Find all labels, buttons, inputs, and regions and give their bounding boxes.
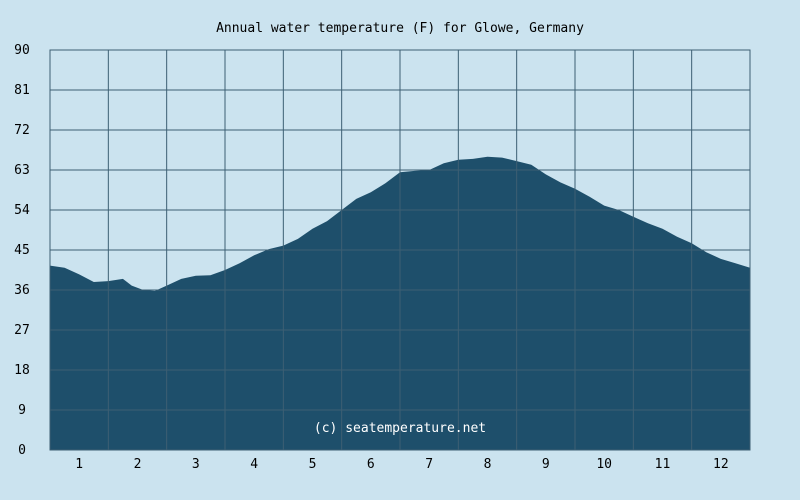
x-tick-label: 12 [713,457,729,472]
y-tick-label: 90 [14,43,30,58]
x-tick-label: 10 [596,457,612,472]
y-tick-label: 0 [18,443,26,458]
x-tick-label: 5 [309,457,317,472]
credit-text: (c) seatemperature.net [314,421,486,436]
x-tick-label: 1 [75,457,83,472]
chart-title: Annual water temperature (F) for Glowe, … [216,21,584,36]
x-tick-label: 3 [192,457,200,472]
x-tick-label: 2 [134,457,142,472]
x-tick-label: 7 [425,457,433,472]
y-tick-label: 36 [14,283,30,298]
plot-border [49,49,751,451]
x-tick-label: 4 [250,457,258,472]
x-tick-label: 9 [542,457,550,472]
y-tick-label: 63 [14,163,30,178]
y-tick-label: 54 [14,203,30,218]
y-tick-label: 9 [18,403,26,418]
y-tick-label: 18 [14,363,30,378]
x-tick-label: 11 [655,457,671,472]
y-tick-label: 72 [14,123,30,138]
y-tick-label: 45 [14,243,30,258]
y-tick-label: 27 [14,323,30,338]
x-tick-label: 6 [367,457,375,472]
y-tick-label: 81 [14,83,30,98]
x-tick-label: 8 [484,457,492,472]
